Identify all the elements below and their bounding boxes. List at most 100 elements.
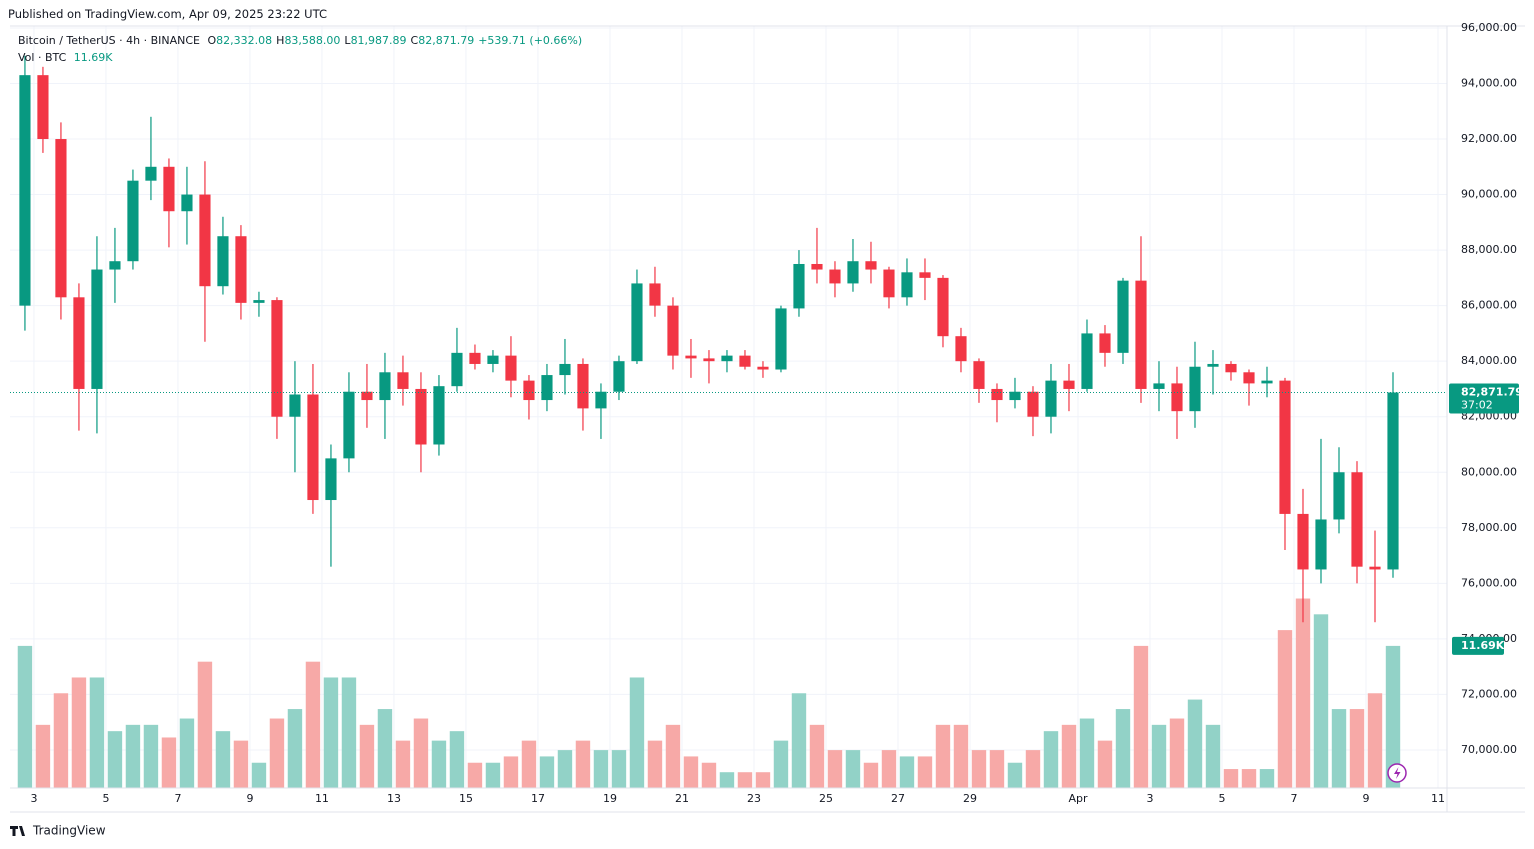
x-tick-label: 3 [1146,792,1153,805]
ohlc-label: C [410,34,419,47]
candle-body [829,269,841,284]
candle-body [415,388,427,445]
candle-body [1297,513,1309,570]
candle-body [1099,333,1111,353]
ohlc-label: O [207,34,217,47]
candle-body [199,194,211,287]
volume-bar [863,762,879,788]
volume-bar [647,740,663,788]
x-tick-label: 17 [531,792,545,805]
volume-bar [1043,731,1059,788]
ohlc-value: 81,987.89 [350,34,407,47]
volume-bar [881,750,897,788]
volume-bar [1331,709,1347,788]
axes [10,25,1525,813]
candle-body [865,261,877,270]
x-tick-label: 19 [603,792,617,805]
candle-body [109,261,121,270]
x-tick-label: 11 [1431,792,1445,805]
x-tick-label: Apr [1068,792,1088,805]
x-tick-label: 7 [174,792,181,805]
volume-bar [1277,630,1293,788]
candle-body [145,166,157,181]
volume-bar [989,750,1005,788]
ohlc-label: L [344,34,351,47]
volume-bar [971,750,987,788]
volume-bar [467,762,483,788]
candle-body [811,263,823,270]
candle-body [37,75,49,140]
volume-bar [1295,598,1311,788]
volume-bar [449,731,465,788]
volume-bar [143,724,159,788]
candle-body [19,75,31,306]
change: +539.71 (+0.66%) [478,34,583,47]
candle-body [595,391,607,409]
volume-bar [1385,645,1401,788]
volume-bar [1061,724,1077,788]
candle-body [523,380,535,401]
x-tick-label: 27 [891,792,905,805]
candle-body [397,372,409,389]
volume-bar [1133,645,1149,788]
volume-bar [1367,693,1383,788]
y-tick-label: 90,000.00 [1461,188,1517,201]
candle-body [1117,280,1129,353]
candle-body [973,361,985,389]
x-tick-label: 21 [675,792,689,805]
y-tick-label: 94,000.00 [1461,76,1517,89]
volume-bar [953,724,969,788]
y-tick-label: 76,000.00 [1461,576,1517,589]
candle-body [307,394,319,501]
last-price-label: 82,871.79 [1461,386,1523,399]
candle-body [163,166,175,212]
volume-bar [791,693,807,788]
volume-bar [233,740,249,788]
volume-bar [413,718,429,788]
grid [10,26,1447,788]
x-tick-label: 29 [963,792,977,805]
volume-bar [611,750,627,788]
candle-body [1135,280,1147,389]
volume-bar [269,718,285,788]
candle-body [703,358,715,362]
volume-bar [1187,699,1203,788]
candle-body [1171,383,1183,412]
candle-body [631,283,643,362]
volume-bar [1007,762,1023,788]
volume-bar [71,677,87,788]
candle-body [325,458,337,501]
volume-bar [1115,709,1131,788]
candle-body [793,263,805,309]
candle-body [1279,380,1291,514]
candle-body [901,272,913,298]
candle-body [1027,391,1039,417]
volume-header: Vol · BTC 11.69K [18,51,116,64]
volume-bar [1097,740,1113,788]
y-tick-label: 72,000.00 [1461,687,1517,700]
volume-bar [395,740,411,788]
y-tick-label: 84,000.00 [1461,354,1517,367]
label-layer: 70,000.0072,000.0074,000.0076,000.0078,0… [10,21,1523,805]
volume-bar [431,740,447,788]
candle-body [1369,566,1381,570]
ohlc-value: 82,332.08 [216,34,273,47]
candle-body [1189,366,1201,412]
volume-bar [521,740,537,788]
volume-bar [215,731,231,788]
candle-body [55,139,67,298]
volume-bar [485,762,501,788]
y-tick-label: 70,000.00 [1461,743,1517,756]
volume-bar [305,661,321,788]
volume-bar [755,772,771,788]
candle-body [739,355,751,367]
candle-body [1225,363,1237,373]
volume-layer [17,598,1401,788]
candle-body [541,375,553,401]
x-tick-label: 25 [819,792,833,805]
x-tick-label: 5 [102,792,109,805]
candle-body [991,388,1003,401]
volume-bar [1313,614,1329,788]
ohlc-value: 83,588.00 [284,34,341,47]
